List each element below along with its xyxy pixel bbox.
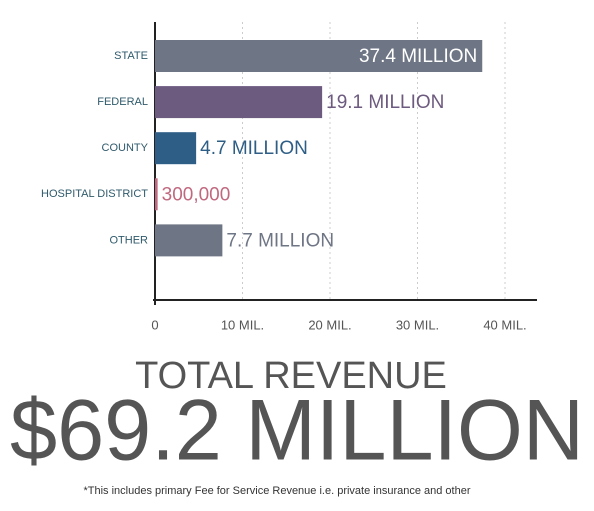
- category-label: FEDERAL: [97, 96, 148, 108]
- total-value: $69.2 MILLION: [10, 383, 584, 479]
- total-label: TOTAL REVENUE: [135, 355, 447, 397]
- category-label: STATE: [114, 50, 148, 62]
- bar: [155, 132, 197, 165]
- x-tick-label: 0: [151, 317, 158, 332]
- x-tick-label: 20 MIL.: [308, 317, 351, 332]
- bar: [155, 178, 158, 211]
- bar: [155, 86, 323, 119]
- category-label: HOSPITAL DISTRICT: [41, 188, 148, 200]
- x-tick-label: 40 MIL.: [483, 317, 526, 332]
- x-tick-label: 10 MIL.: [221, 317, 264, 332]
- value-label: 19.1 MILLION: [326, 92, 444, 113]
- bar: [155, 224, 223, 257]
- value-label: 4.7 MILLION: [200, 138, 308, 159]
- category-label: OTHER: [110, 234, 149, 246]
- category-label: COUNTY: [102, 142, 149, 154]
- value-label: 7.7 MILLION: [226, 230, 334, 251]
- x-tick-label: 30 MIL.: [396, 317, 439, 332]
- value-label: 37.4 MILLION: [359, 46, 477, 67]
- bar: [155, 40, 483, 72]
- value-label: 300,000: [162, 184, 231, 205]
- footnote: *This includes primary Fee for Service R…: [83, 485, 470, 497]
